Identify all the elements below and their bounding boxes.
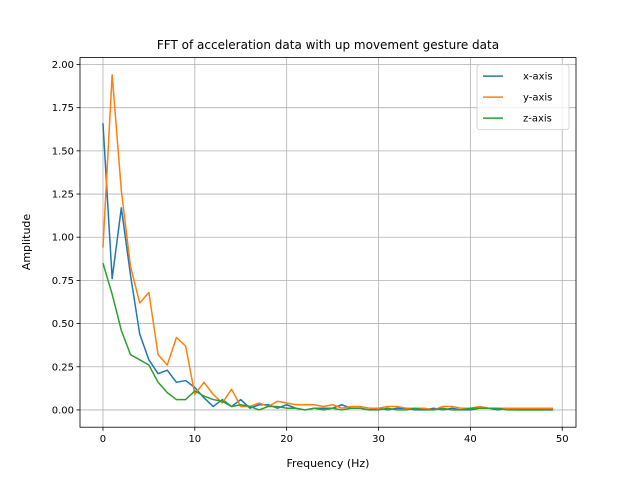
grid — [80, 57, 576, 428]
series-line-z-axis — [102, 262, 554, 411]
legend-label: x-axis — [523, 72, 553, 83]
series-line-y-axis — [102, 74, 554, 411]
x-tick-label: 30 — [372, 434, 385, 445]
series-lines — [102, 74, 554, 411]
y-tick-label: 1.50 — [52, 146, 74, 157]
x-tick-label: 10 — [188, 434, 201, 445]
y-tick-label: 0.75 — [52, 276, 74, 287]
y-tick-label: 1.25 — [52, 190, 74, 201]
x-tick-label: 40 — [464, 434, 477, 445]
y-tick-label: 0.50 — [52, 319, 74, 330]
y-tick-label: 2.00 — [52, 60, 74, 71]
y-tick-label: 1.00 — [52, 233, 74, 244]
x-axis-label: Frequency (Hz) — [287, 457, 370, 470]
legend-label: y-axis — [523, 93, 552, 104]
x-tick-label: 50 — [556, 434, 569, 445]
x-tick-label: 0 — [100, 434, 106, 445]
plot-frame — [79, 57, 577, 428]
y-tick-label: 0.00 — [52, 405, 74, 416]
legend-label: z-axis — [523, 114, 552, 125]
legend-box — [476, 64, 570, 130]
chart-title: FFT of acceleration data with up movemen… — [157, 38, 499, 52]
y-axis-label: Amplitude — [20, 214, 33, 271]
axis-ticks: 0 10 20 30 40 50 0.00 0.25 0.50 0.75 1.00 1.25 1.50 1… — [52, 60, 569, 445]
y-tick-label: 0.25 — [52, 362, 74, 373]
legend: x-axis y-axis z-axis — [476, 64, 570, 130]
y-tick-label: 1.75 — [52, 103, 74, 114]
x-tick-label: 20 — [280, 434, 293, 445]
